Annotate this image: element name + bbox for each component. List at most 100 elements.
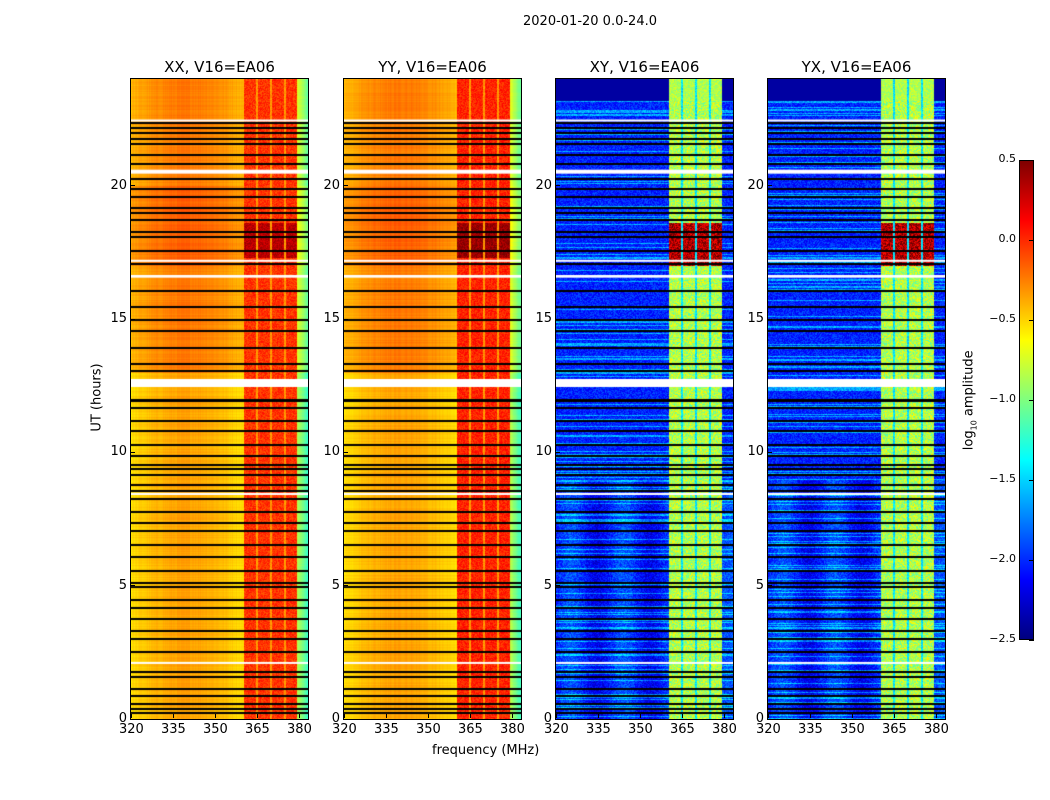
x-axis-label: frequency (MHz) (432, 743, 540, 758)
x-tick-mark (343, 714, 345, 718)
x-tick-mark (809, 714, 811, 718)
y-tick-mark (344, 185, 348, 187)
y-tick-mark (556, 718, 560, 720)
colorbar-tick-label: 0.5 (998, 152, 1017, 165)
x-tick-label: 335 (798, 722, 823, 737)
x-tick-mark (256, 714, 258, 718)
panel-title: XX, V16=EA06 (164, 58, 275, 76)
x-tick-mark (385, 714, 387, 718)
panel-title: YY, V16=EA06 (378, 58, 487, 76)
y-tick-mark (556, 185, 560, 187)
x-tick-label: 365 (670, 722, 695, 737)
y-tick-label: 20 (747, 177, 764, 193)
heatmap-image (344, 79, 521, 719)
x-tick-label: 350 (628, 722, 653, 737)
colorbar-label: log10 amplitude (962, 340, 979, 460)
x-tick-label: 320 (119, 722, 144, 737)
colorbar-tick-mark (1029, 159, 1034, 161)
y-tick-mark (131, 718, 135, 720)
heatmap-image (131, 79, 308, 719)
x-tick-label: 380 (712, 722, 737, 737)
y-tick-label: 0 (755, 711, 764, 726)
axes-frame (555, 78, 734, 720)
colorbar-label-prefix: log (961, 430, 977, 451)
y-tick-label: 10 (535, 444, 552, 460)
x-tick-mark (172, 714, 174, 718)
colorbar-label-suffix: amplitude (961, 350, 977, 421)
x-tick-mark (511, 714, 513, 718)
y-tick-mark (344, 585, 348, 587)
y-tick-mark (768, 451, 772, 453)
panel-title: XY, V16=EA06 (589, 58, 700, 76)
y-tick-mark (768, 318, 772, 320)
x-tick-label: 350 (416, 722, 441, 737)
x-tick-label: 365 (458, 722, 483, 737)
heatmap-image (556, 79, 733, 719)
x-tick-label: 320 (544, 722, 569, 737)
y-tick-label: 15 (747, 311, 764, 326)
colorbar-label-sub: 10 (969, 420, 979, 431)
x-tick-mark (639, 714, 641, 718)
colorbar-tick-mark (1029, 239, 1034, 241)
panel-yx: YX, V16=EA06 (767, 58, 946, 720)
x-tick-mark (723, 714, 725, 718)
x-tick-label: 380 (500, 722, 525, 737)
x-tick-label: 320 (332, 722, 357, 737)
x-tick-label: 380 (287, 722, 312, 737)
colorbar-tick-label: −2.0 (989, 552, 1016, 565)
y-tick-mark (344, 318, 348, 320)
axes-frame (130, 78, 309, 720)
y-tick-mark (131, 185, 135, 187)
y-tick-label: 15 (535, 311, 552, 326)
x-tick-label: 335 (586, 722, 611, 737)
axes-frame (343, 78, 522, 720)
y-tick-label: 10 (110, 444, 127, 460)
y-tick-mark (131, 318, 135, 320)
y-tick-mark (768, 718, 772, 720)
x-tick-mark (597, 714, 599, 718)
y-tick-label: 5 (331, 577, 340, 593)
x-tick-label: 350 (203, 722, 228, 737)
y-tick-mark (344, 718, 348, 720)
y-tick-label: 10 (747, 444, 764, 460)
colorbar-tick-label: −1.5 (989, 472, 1016, 485)
y-tick-mark (768, 185, 772, 187)
x-tick-mark (767, 714, 769, 718)
x-tick-mark (555, 714, 557, 718)
x-tick-mark (427, 714, 429, 718)
y-tick-label: 0 (118, 711, 127, 726)
colorbar-tick-mark (1029, 319, 1034, 321)
x-tick-label: 320 (756, 722, 781, 737)
x-tick-label: 380 (924, 722, 949, 737)
x-tick-mark (935, 714, 937, 718)
panel-title: YX, V16=EA06 (801, 58, 912, 76)
y-tick-label: 5 (755, 577, 764, 593)
x-tick-mark (893, 714, 895, 718)
figure-suptitle: 2020-01-20 0.0-24.0 (523, 14, 657, 29)
colorbar-tick-mark (1029, 479, 1034, 481)
y-tick-label: 5 (543, 577, 552, 593)
panel-yy: YY, V16=EA06 (343, 58, 522, 720)
colorbar-tick-label: −0.5 (989, 312, 1016, 325)
y-tick-label: 5 (118, 577, 127, 593)
y-tick-label: 0 (543, 711, 552, 726)
x-tick-label: 335 (161, 722, 186, 737)
y-tick-label: 20 (110, 177, 127, 193)
y-tick-label: 15 (110, 311, 127, 326)
x-tick-mark (214, 714, 216, 718)
x-tick-label: 365 (245, 722, 270, 737)
colorbar-tick-label: −2.5 (989, 632, 1016, 645)
y-axis-label: UT (hours) (89, 363, 105, 432)
colorbar-tick-label: 0.0 (998, 232, 1017, 245)
x-tick-mark (851, 714, 853, 718)
colorbar-tick-mark (1029, 559, 1034, 561)
y-tick-mark (344, 451, 348, 453)
x-tick-mark (469, 714, 471, 718)
x-tick-label: 335 (374, 722, 399, 737)
colorbar-tick-mark (1029, 639, 1034, 641)
y-tick-mark (556, 451, 560, 453)
y-tick-mark (131, 451, 135, 453)
x-tick-mark (681, 714, 683, 718)
y-tick-label: 0 (331, 711, 340, 726)
